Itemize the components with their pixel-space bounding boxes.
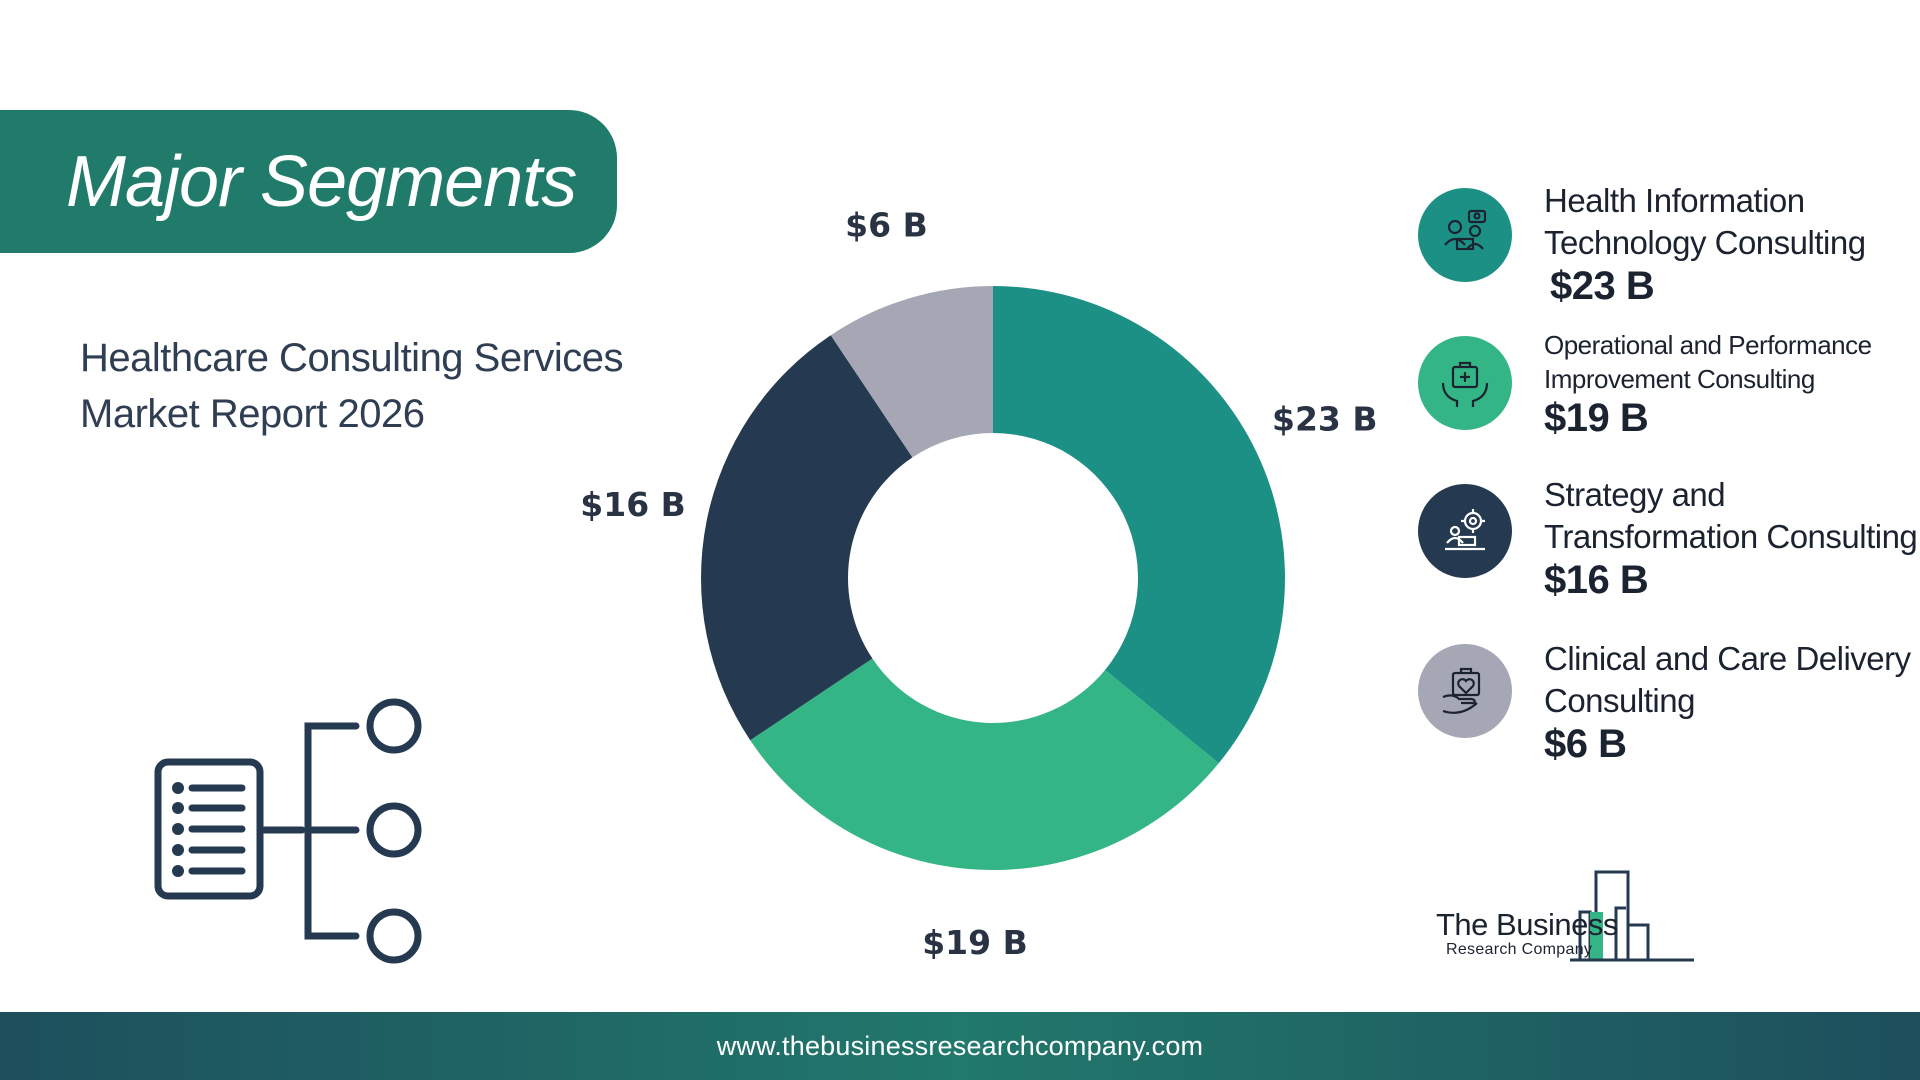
segments-tree-icon [154,698,422,964]
report-subtitle: Healthcare Consulting Services Market Re… [80,330,640,442]
legend-label-line1: Health Information [1544,182,1805,219]
report-title-line1: Healthcare Consulting Services [80,336,624,380]
legend-label-line2: Transformation Consulting [1544,518,1918,555]
legend-label-line2: Improvement Consulting [1544,364,1815,394]
consultant-laptop-icon [1418,188,1512,282]
heart-care-icon [1418,644,1512,738]
legend-value: $16 B [1544,558,1649,602]
logo-subtext: Research Company [1446,941,1593,958]
donut-slice [701,335,913,741]
legend-label-line1: Strategy and [1544,476,1726,513]
report-title-line2: Market Report 2026 [80,392,425,436]
slice-value-label: $23 B [1272,400,1378,439]
slice-value-label: $16 B [580,485,686,524]
donut-slice [750,658,1219,870]
medical-kit-hands-icon [1418,336,1512,430]
legend-value: $6 B [1544,722,1627,766]
company-logo: The Business Research Company [1430,865,1750,965]
donut-slice [993,286,1285,764]
strategy-gear-icon [1418,484,1512,578]
legend-label-line2: Technology Consulting [1544,224,1866,261]
logo-text: The Business [1436,907,1618,942]
footer-url: www.thebusinessresearchcompany.com [716,1030,1204,1061]
page-title: Major Segments [66,141,577,222]
slice-value-label: $19 B [922,923,1028,962]
slice-value-label: $6 B [845,205,928,244]
donut-slice [830,286,993,458]
title-banner: Major Segments [0,110,617,253]
legend-value: $23 B [1550,264,1655,308]
legend-value: $19 B [1544,396,1649,440]
footer-bar: www.thebusinessresearchcompany.com [0,1012,1920,1080]
legend-label-line2: Consulting [1544,682,1695,719]
legend-label-line1: Operational and Performance [1544,330,1872,360]
logo-skyline-icon [1570,870,1694,962]
legend-label-line1: Clinical and Care Delivery [1544,640,1911,677]
